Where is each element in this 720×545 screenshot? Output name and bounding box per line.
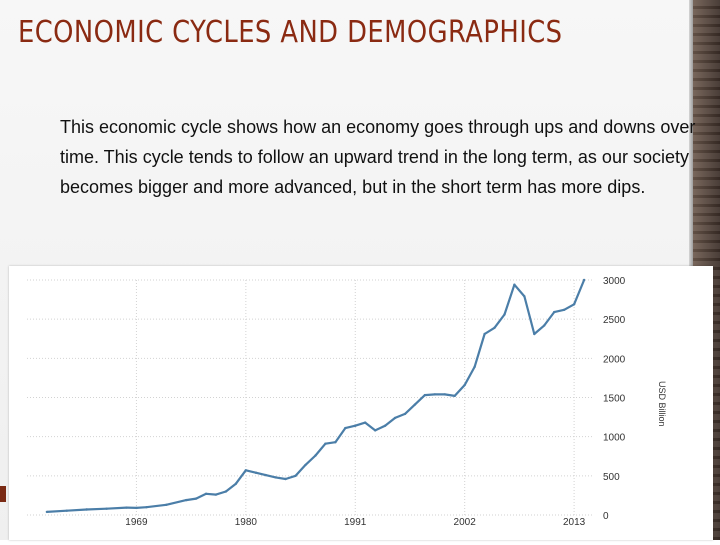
y-tick-label: 2500 xyxy=(603,315,626,326)
data-point xyxy=(503,313,506,316)
y-tick-label: 1000 xyxy=(603,433,626,444)
data-point xyxy=(105,507,108,510)
x-tick-label: 1991 xyxy=(344,517,367,528)
slide-body-text: This economic cycle shows how an economy… xyxy=(60,117,696,197)
data-point xyxy=(214,493,218,496)
data-point xyxy=(344,426,347,430)
data-point xyxy=(304,463,307,467)
x-tick-label: 1969 xyxy=(125,517,148,528)
data-point xyxy=(85,508,88,511)
data-point xyxy=(393,416,397,420)
data-point xyxy=(294,474,297,477)
data-point xyxy=(224,490,228,493)
x-axis-ticks: 1969 1980 1991 2002 2013 xyxy=(125,517,585,528)
data-point xyxy=(284,477,287,481)
data-point xyxy=(533,332,536,336)
data-point xyxy=(483,332,486,336)
data-point xyxy=(523,295,526,298)
gdp-line-chart: 0 500 1000 1500 2000 2500 3000 1969 1980 1991 200… xyxy=(27,276,667,528)
data-point xyxy=(185,498,188,502)
data-point xyxy=(135,506,138,510)
slide-left-ornament xyxy=(0,486,6,502)
data-point xyxy=(274,476,277,479)
x-tick-label: 2002 xyxy=(454,517,477,528)
y-tick-label: 1500 xyxy=(603,394,626,405)
y-tick-label: 0 xyxy=(603,511,609,522)
data-point xyxy=(234,482,238,485)
data-point xyxy=(563,308,566,311)
y-tick-label: 500 xyxy=(603,472,620,483)
data-point xyxy=(334,441,337,444)
chart-grid xyxy=(27,279,594,516)
data-point xyxy=(125,506,128,509)
data-point xyxy=(244,469,247,472)
y-axis-label: USD Billion xyxy=(657,381,667,427)
data-point xyxy=(364,421,367,424)
data-point xyxy=(443,393,446,396)
data-point xyxy=(463,383,466,387)
data-point xyxy=(473,365,476,369)
data-point xyxy=(413,403,417,406)
x-tick-label: 2013 xyxy=(563,517,586,528)
chart-panel: 0 500 1000 1500 2000 2500 3000 1969 1980 1991 200… xyxy=(9,266,713,540)
data-point xyxy=(572,303,576,306)
data-point xyxy=(145,506,148,509)
data-point xyxy=(493,326,496,329)
data-point xyxy=(65,509,68,512)
data-point xyxy=(423,393,427,397)
data-point xyxy=(433,393,436,396)
data-point xyxy=(543,324,546,327)
data-point xyxy=(553,310,556,314)
data-point xyxy=(374,429,377,432)
data-point xyxy=(314,454,317,457)
data-point xyxy=(194,497,198,500)
data-point xyxy=(204,492,208,495)
data-point xyxy=(45,510,49,514)
data-point xyxy=(165,503,168,506)
data-point xyxy=(403,412,407,416)
data-point xyxy=(264,473,267,477)
data-point xyxy=(453,394,456,398)
slide-title: ECONOMIC CYCLES AND DEMOGRAPHICS xyxy=(18,15,563,50)
x-tick-label: 1980 xyxy=(235,517,258,528)
y-tick-label: 3000 xyxy=(603,276,626,287)
data-point xyxy=(324,442,327,445)
data-point xyxy=(354,424,357,427)
data-point xyxy=(582,278,586,282)
data-point xyxy=(254,471,257,474)
y-tick-label: 2000 xyxy=(603,354,626,365)
y-axis-ticks: 0 500 1000 1500 2000 2500 3000 xyxy=(603,276,626,522)
data-point xyxy=(383,424,387,427)
data-point xyxy=(513,283,516,286)
